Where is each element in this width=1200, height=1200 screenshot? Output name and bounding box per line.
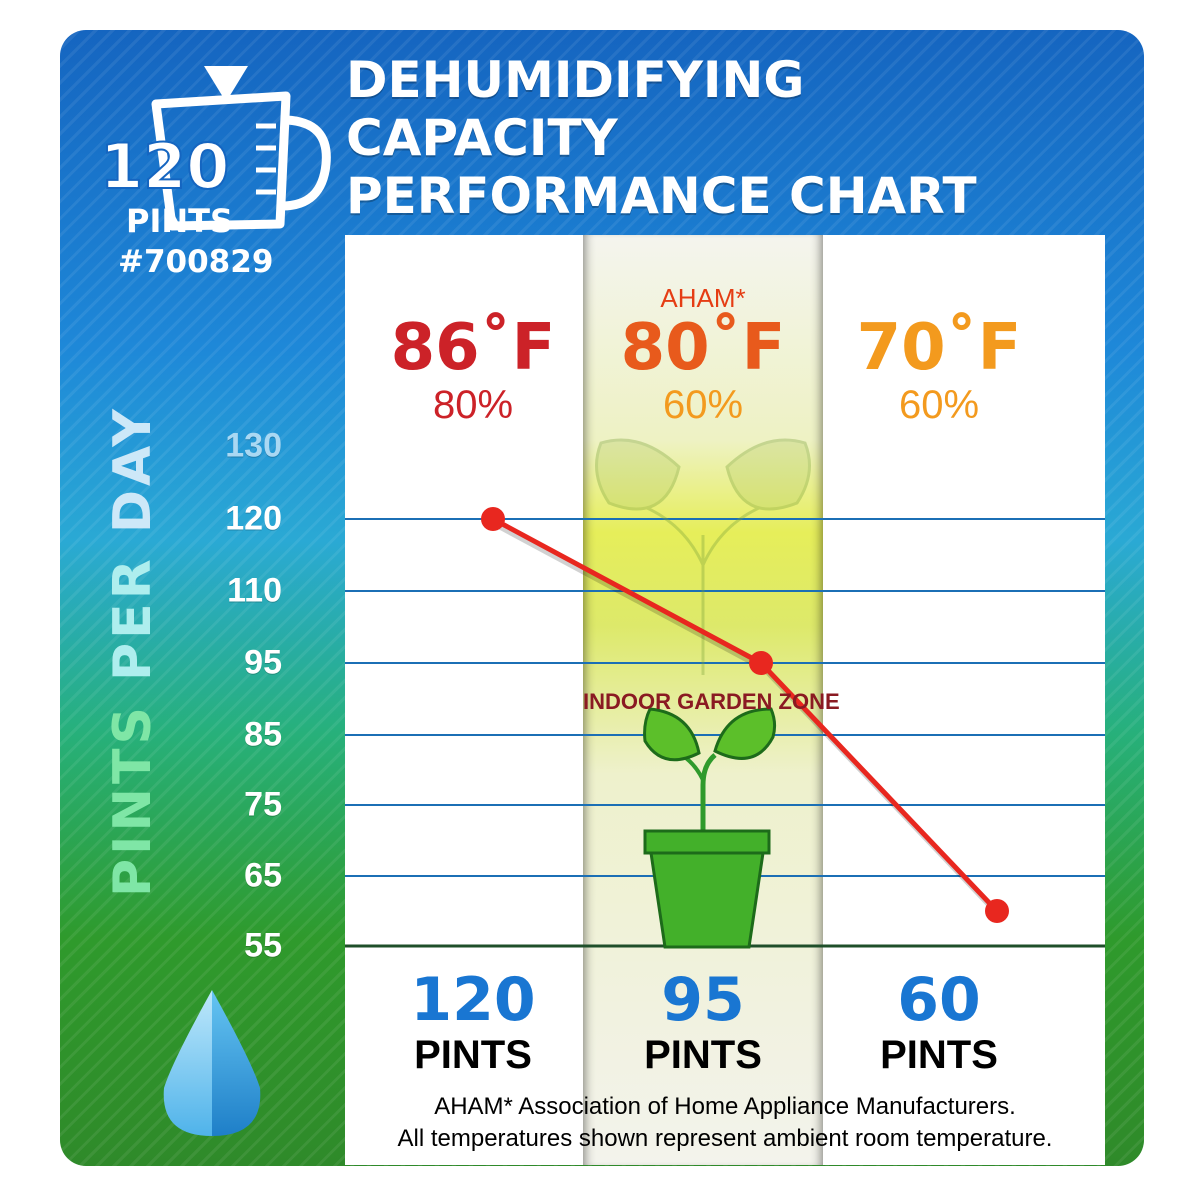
footnote-aham: AHAM* Association of Home Appliance Manu… (434, 1093, 1016, 1120)
water-drop-icon (163, 990, 261, 1136)
data-point-120 (481, 507, 505, 531)
humidity-label-80: 80% (432, 383, 514, 427)
logo-number: 120 (100, 130, 229, 203)
capacity-unit-2: PINTS (644, 1033, 762, 1077)
chart-title-line-3: PERFORMANCE CHART (346, 167, 977, 225)
y-tick-110: 110 (227, 571, 282, 610)
data-point-60 (985, 899, 1009, 923)
y-axis-title-word-2: PER (103, 555, 163, 681)
data-point-95 (749, 651, 773, 675)
model-number: #700829 (118, 244, 274, 280)
y-tick-85: 85 (244, 715, 282, 754)
chart-card: 120 PINTS #700829 DEHUMIDIFYING CAPACITY… (60, 30, 1144, 1166)
series-line-group (481, 507, 1009, 923)
capacity-value-95: 95 (661, 965, 745, 1035)
chart-panel: INDOOR GARDEN ZONE AHAM* 86˚F 80˚F 70˚F … (345, 235, 1105, 1165)
capacity-value-120: 120 (410, 965, 536, 1035)
temp-label-86: 86˚F (390, 311, 556, 385)
y-tick-65: 65 (244, 856, 282, 895)
indoor-garden-zone-label: INDOOR GARDEN ZONE (583, 689, 840, 714)
chart-title-line-2: CAPACITY (346, 109, 618, 167)
humidity-label-60: 60% (898, 383, 980, 427)
capacity-unit-1: PINTS (414, 1033, 532, 1077)
indoor-garden-zone-band (583, 235, 823, 1165)
humidity-label-60-aham: 60% (662, 383, 744, 427)
y-tick-130: 130 (225, 426, 282, 465)
capacity-value-60: 60 (897, 965, 981, 1035)
y-tick-95: 95 (244, 643, 282, 682)
temp-label-80: 80˚F (620, 311, 786, 385)
y-tick-55: 55 (244, 926, 282, 965)
y-axis-title: PINTS PER DAY (102, 346, 164, 956)
chart-plot (345, 438, 1105, 949)
capacity-unit-3: PINTS (880, 1033, 998, 1077)
plant-illustration-icon (595, 438, 811, 949)
y-tick-120: 120 (225, 499, 282, 538)
y-axis-title-word-1: PINTS (103, 703, 163, 897)
y-tick-75: 75 (244, 785, 282, 824)
y-axis-title-word-3: DAY (103, 405, 163, 534)
footnote-temperature: All temperatures shown represent ambient… (397, 1125, 1053, 1152)
temp-label-70: 70˚F (856, 311, 1022, 385)
measuring-cup-logo-icon: 120 PINTS (99, 66, 331, 236)
aham-standard-label: AHAM* (660, 283, 746, 313)
logo-unit: PINTS (126, 202, 233, 236)
chart-title-line-1: DEHUMIDIFYING (346, 51, 805, 109)
